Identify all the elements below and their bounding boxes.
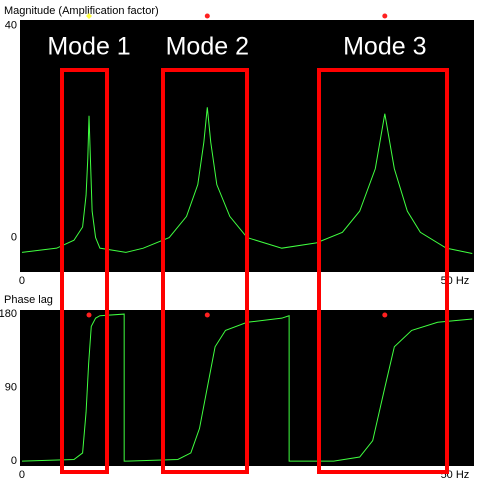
response-curve (21, 107, 473, 254)
mode-marker (382, 312, 388, 318)
mode-marker (204, 312, 210, 318)
mode-marker (204, 13, 210, 19)
x-tick-label: 0 (19, 275, 25, 287)
y-tick-label: 180 (0, 308, 17, 320)
panel-title: Magnitude (Amplification factor) (4, 5, 159, 17)
response-curve (21, 313, 473, 462)
mode-label: Mode 2 (166, 33, 249, 61)
x-tick-label: 0 (19, 469, 25, 481)
mode-boxes (60, 68, 449, 474)
x-tick-label: 50 Hz (441, 275, 470, 287)
y-tick-label: 0 (11, 455, 17, 467)
mode-box (60, 68, 109, 474)
mode-box (161, 68, 249, 474)
y-tick-label: 40 (5, 20, 17, 32)
y-tick-label: 90 (5, 381, 17, 393)
mode-marker (382, 13, 388, 19)
mode-marker (86, 312, 92, 318)
mode-label: Mode 3 (343, 33, 426, 61)
y-tick-label: 0 (11, 231, 17, 243)
mode-box (317, 68, 449, 474)
mode-label: Mode 1 (47, 33, 130, 61)
panel-title: Phase lag (4, 294, 53, 306)
mode-marker (86, 13, 93, 19)
